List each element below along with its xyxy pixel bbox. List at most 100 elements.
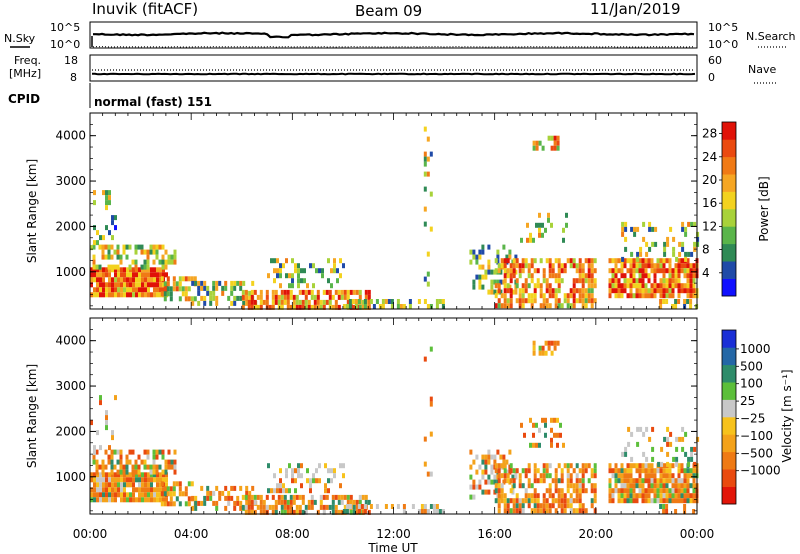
heatmap-cell <box>108 482 111 488</box>
heatmap-cell <box>487 489 491 495</box>
heatmap-cell <box>122 244 126 250</box>
heatmap-cell <box>538 442 541 448</box>
heatmap-cell <box>666 451 670 457</box>
heatmap-cell <box>297 263 300 269</box>
heatmap-cell <box>562 442 565 448</box>
heatmap-cell <box>518 478 522 484</box>
heatmap-cell <box>334 504 338 510</box>
heatmap-cell <box>677 258 681 264</box>
heatmap-cell <box>364 494 368 500</box>
heatmap-cell <box>331 499 335 505</box>
heatmap-cell <box>138 272 141 278</box>
heatmap-cell <box>653 263 657 269</box>
heatmap-cell <box>611 258 615 264</box>
heatmap-cell <box>126 292 129 298</box>
heatmap-cell <box>215 505 219 511</box>
heatmap-cell <box>191 280 195 286</box>
heatmap-cell <box>253 494 257 500</box>
heatmap-cell <box>273 278 276 284</box>
heatmap-cell <box>126 472 129 478</box>
heatmap-cell <box>650 463 654 469</box>
heatmap-cell <box>132 472 135 478</box>
heatmap-cell <box>665 268 669 274</box>
heatmap-cell <box>286 509 290 515</box>
heatmap-cell <box>663 241 667 247</box>
heatmap-cell <box>319 304 323 310</box>
heatmap-cell <box>677 299 681 304</box>
heatmap-cell <box>96 277 99 283</box>
heatmap-cell <box>641 263 645 269</box>
heatmap-cell <box>352 499 356 505</box>
heatmap-cell <box>259 509 263 515</box>
heatmap-cell <box>572 278 576 284</box>
heatmap-cell <box>506 473 510 479</box>
heatmap-cell <box>681 446 685 452</box>
heatmap-cell <box>556 140 560 146</box>
heatmap-cell <box>187 501 191 507</box>
heatmap-cell <box>342 304 346 309</box>
heatmap-cell <box>146 464 150 470</box>
heatmap-cell <box>110 454 114 460</box>
heatmap-cell <box>206 495 210 501</box>
heatmap-cell <box>656 493 660 499</box>
heatmap-cell <box>352 504 356 510</box>
heatmap-cell <box>524 498 528 504</box>
heatmap-cell <box>656 288 660 294</box>
heatmap-cell <box>494 498 498 504</box>
heatmap-cell <box>93 267 96 273</box>
heatmap-cell <box>173 254 177 260</box>
heatmap-cell <box>662 263 666 269</box>
heatmap-cell <box>282 483 285 489</box>
heatmap-cell <box>620 483 624 489</box>
heatmap-cell <box>530 293 534 299</box>
heatmap-cell <box>693 446 697 452</box>
heatmap-cell <box>503 463 507 469</box>
heatmap-cell <box>487 459 491 465</box>
heatmap-cell <box>156 477 159 483</box>
heatmap-cell <box>357 299 361 304</box>
heatmap-cell <box>120 287 123 293</box>
heatmap-cell <box>96 282 99 288</box>
heatmap-cell <box>614 463 618 469</box>
heatmap-cell <box>545 258 549 264</box>
heatmap-cell <box>128 244 132 250</box>
heatmap-cell <box>147 282 150 288</box>
heatmap-cell <box>197 300 201 306</box>
heatmap-cell <box>357 509 361 514</box>
heatmap-cell <box>367 299 371 305</box>
heatmap-cell <box>587 278 591 284</box>
heatmap-cell <box>156 472 159 478</box>
heatmap-cell <box>178 481 182 487</box>
heatmap-cell <box>624 246 628 252</box>
heatmap-cell <box>166 486 170 492</box>
heatmap-cell <box>500 488 504 494</box>
heatmap-cell <box>494 268 498 274</box>
heatmap-cell <box>503 268 507 274</box>
heatmap-cell <box>539 283 543 289</box>
heatmap-cell <box>554 278 558 284</box>
heatmap-cell <box>104 244 108 250</box>
heatmap-cell <box>692 488 696 494</box>
heatmap-cell <box>277 299 281 305</box>
heatmap-cell <box>677 493 681 499</box>
heatmap-cell <box>161 469 165 475</box>
heatmap-cell <box>524 493 528 499</box>
heatmap-cell <box>666 241 670 247</box>
heatmap-cell <box>367 294 371 300</box>
heatmap-cell <box>689 299 693 304</box>
heatmap-cell <box>218 495 222 501</box>
heatmap-cell <box>572 468 576 474</box>
heatmap-cell <box>651 241 655 247</box>
heatmap-cell <box>143 259 147 265</box>
heatmap-cell <box>267 463 270 469</box>
heatmap-cell <box>167 459 171 465</box>
heatmap-cell <box>653 293 657 299</box>
heatmap-cell <box>503 503 507 509</box>
heatmap-cell <box>608 268 612 274</box>
heatmap-cell <box>153 487 156 493</box>
heatmap-cell <box>194 500 198 506</box>
heatmap-cell <box>532 145 536 151</box>
heatmap-cell <box>508 249 512 255</box>
heatmap-cell <box>147 287 150 293</box>
heatmap-cell <box>506 268 510 274</box>
